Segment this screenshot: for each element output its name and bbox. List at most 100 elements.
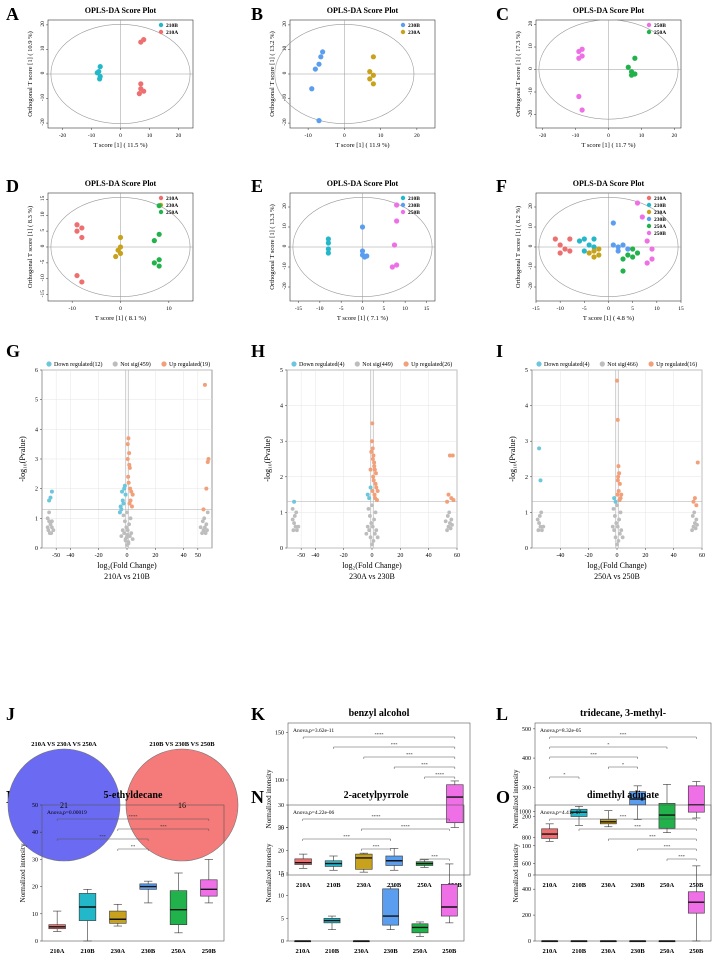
point-250A: [156, 203, 162, 209]
point-not-sig: [46, 528, 51, 533]
significance-bracket: [578, 828, 697, 831]
point-250B: [644, 260, 650, 266]
point-not-sig: [615, 503, 619, 508]
point-not-sig: [122, 531, 127, 536]
point-not-sig: [617, 517, 622, 522]
point-up: [446, 492, 451, 497]
point-not-sig: [537, 514, 542, 518]
x-axis-label: T score [1] ( 11.5 %): [93, 142, 147, 149]
x-tick-label: -20: [59, 133, 67, 139]
point-up: [130, 492, 135, 497]
point-not-sig: [370, 524, 375, 529]
x-tick-label: 0: [361, 306, 364, 312]
point-not-sig: [447, 510, 452, 515]
x-tick-label: -10: [304, 133, 312, 139]
point-not-sig: [49, 531, 54, 536]
point-not-sig: [292, 521, 296, 525]
significance-label: ****: [401, 824, 411, 829]
plot-frame: [534, 722, 712, 876]
legend-marker: [646, 216, 652, 222]
point-not-sig: [449, 517, 454, 522]
point-not-sig: [292, 514, 297, 518]
y-tick-label: -10: [40, 274, 46, 282]
point-250A: [156, 263, 162, 269]
legend-marker: [158, 209, 164, 215]
point-250B: [391, 242, 398, 248]
point-250B: [394, 218, 400, 224]
point-250A: [630, 254, 636, 260]
legend-label: 210B: [408, 196, 420, 202]
point-up: [126, 480, 131, 485]
legend-marker: [646, 230, 652, 236]
point-230A: [370, 72, 376, 78]
y-tick-label: 0: [282, 244, 288, 247]
point-250B: [579, 107, 585, 113]
point-down: [117, 510, 122, 515]
x-tick-label: 10: [147, 133, 153, 139]
score-plot-A: OPLS-DA Score Plot -20 -10 0 10 20 -20 -10 0 10 20…: [27, 6, 194, 149]
legend-label: 210A: [166, 30, 178, 36]
comparison-caption: 230A vs 230B: [349, 572, 395, 581]
x-tick-label: -50: [52, 553, 60, 559]
x-tick-label: 40: [426, 553, 432, 559]
point-up: [615, 478, 620, 483]
point-not-sig: [374, 528, 379, 533]
x-axis-label: log₂(Fold Change): [587, 561, 647, 570]
point-up: [127, 462, 132, 467]
significance-label: ****: [372, 814, 382, 819]
point-230B: [316, 118, 322, 124]
significance-label: ***: [634, 824, 642, 829]
point-250A: [630, 246, 636, 252]
point-230B: [309, 86, 315, 92]
point-up: [451, 497, 456, 502]
y-tick-label: 3: [525, 439, 528, 445]
legend-label: 230B: [654, 217, 666, 223]
legend-label: 230A: [654, 210, 666, 216]
significance-bracket: [302, 838, 391, 841]
point-not-sig: [121, 513, 126, 518]
significance-label: ***: [649, 834, 657, 839]
x-tick-label: 60: [699, 553, 705, 559]
y-tick-label: 0: [281, 939, 284, 945]
y-tick-label: 100: [522, 844, 531, 850]
x-tick-label: 0: [126, 553, 129, 559]
point-230B: [316, 61, 322, 67]
point-230A: [370, 81, 376, 87]
x-tick-label: 0: [119, 133, 122, 139]
point-not-sig: [201, 528, 206, 533]
venn-set-label: 210A VS 230A VS 250A: [31, 741, 97, 748]
y-tick-label: -10: [528, 87, 534, 95]
point-up: [368, 467, 373, 472]
panel-letter-L: L: [496, 704, 508, 724]
point-230B: [620, 242, 626, 248]
category-label: 230B: [631, 882, 646, 889]
point-250A: [620, 256, 626, 262]
point-230A: [117, 250, 124, 256]
y-tick-label: 200: [522, 815, 531, 821]
y-tick-label: 5: [280, 368, 283, 374]
point-not-sig: [615, 524, 620, 529]
point-up: [615, 378, 619, 383]
point-210B: [591, 236, 597, 242]
point-not-sig: [47, 510, 51, 515]
y-tick-label: 0: [281, 873, 284, 879]
point-250B: [634, 200, 641, 206]
box-plot-N: 2-acetylpyrrole 0 5 10 15 20 25 30 Anova,p=4.22e…: [265, 790, 465, 955]
x-tick-label: 15: [678, 306, 684, 312]
y-tick-label: 20: [278, 848, 284, 854]
y-tick-label: 3: [280, 439, 283, 445]
point-210A: [141, 37, 147, 43]
significance-bracket: [333, 746, 456, 749]
volcano-plot-I: -40 -20 0 20 40 60 0 1 2 3 4 5 Down regulated(4) Not …: [508, 361, 705, 581]
category-label: 230A: [111, 948, 126, 955]
legend-label: Down regulated(12): [54, 361, 102, 368]
confidence-ellipse: [50, 24, 191, 124]
anova-label: Anova,p=4.41e-07: [540, 810, 582, 816]
point-210A: [79, 234, 85, 241]
point-not-sig: [617, 531, 622, 536]
plot-frame: [41, 804, 225, 942]
point-not-sig: [205, 510, 210, 515]
y-axis-label: Normalized intensity: [512, 843, 520, 902]
point-250B: [639, 214, 645, 220]
point-up: [128, 486, 133, 491]
